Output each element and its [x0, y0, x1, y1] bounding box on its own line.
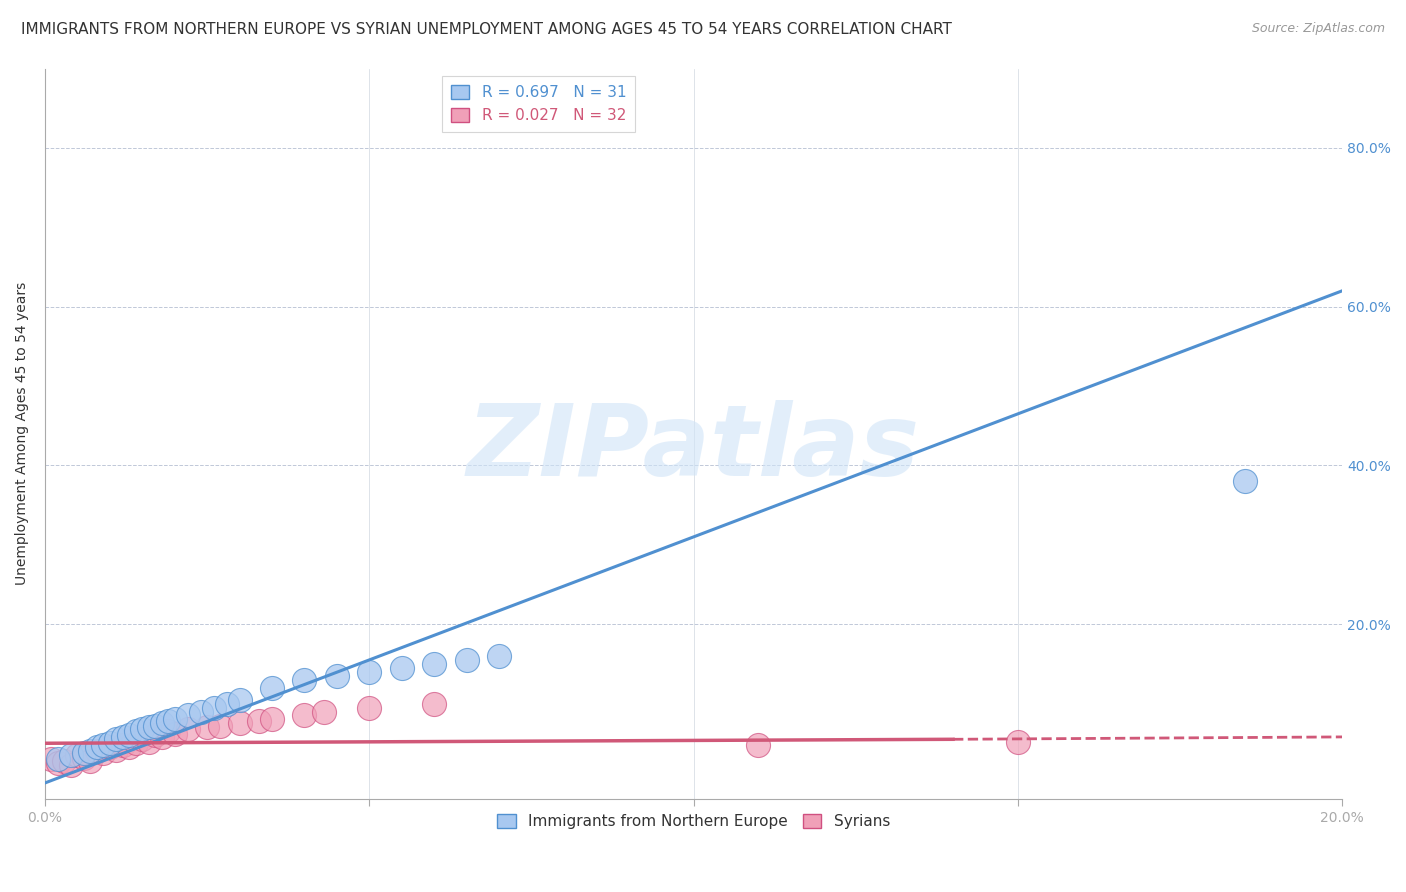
- Point: [247, 714, 270, 728]
- Point: [98, 736, 121, 750]
- Point: [93, 746, 115, 760]
- Point: [163, 713, 186, 727]
- Point: [111, 730, 134, 744]
- Legend: Immigrants from Northern Europe, Syrians: Immigrants from Northern Europe, Syrians: [491, 808, 896, 835]
- Point: [312, 705, 335, 719]
- Point: [456, 653, 478, 667]
- Point: [125, 736, 148, 750]
- Y-axis label: Unemployment Among Ages 45 to 54 years: Unemployment Among Ages 45 to 54 years: [15, 282, 30, 585]
- Point: [59, 748, 82, 763]
- Point: [294, 708, 316, 723]
- Point: [143, 728, 166, 742]
- Point: [150, 716, 173, 731]
- Point: [391, 661, 413, 675]
- Point: [73, 746, 96, 760]
- Point: [359, 700, 381, 714]
- Point: [423, 697, 446, 711]
- Point: [176, 722, 198, 736]
- Point: [41, 752, 63, 766]
- Point: [488, 648, 510, 663]
- Point: [326, 669, 349, 683]
- Point: [73, 750, 96, 764]
- Text: ZIPatlas: ZIPatlas: [467, 400, 920, 497]
- Point: [138, 720, 160, 734]
- Point: [46, 756, 69, 771]
- Point: [157, 724, 180, 739]
- Point: [215, 697, 238, 711]
- Point: [260, 681, 283, 695]
- Point: [118, 728, 141, 742]
- Point: [79, 754, 101, 768]
- Point: [86, 740, 108, 755]
- Point: [359, 665, 381, 679]
- Point: [157, 714, 180, 728]
- Point: [105, 742, 128, 756]
- Point: [294, 673, 316, 687]
- Point: [260, 713, 283, 727]
- Point: [79, 744, 101, 758]
- Text: IMMIGRANTS FROM NORTHERN EUROPE VS SYRIAN UNEMPLOYMENT AMONG AGES 45 TO 54 YEARS: IMMIGRANTS FROM NORTHERN EUROPE VS SYRIA…: [21, 22, 952, 37]
- Point: [143, 719, 166, 733]
- Point: [111, 738, 134, 752]
- Point: [176, 708, 198, 723]
- Point: [105, 732, 128, 747]
- Point: [1007, 734, 1029, 748]
- Point: [423, 657, 446, 671]
- Point: [202, 700, 225, 714]
- Point: [98, 740, 121, 755]
- Point: [131, 722, 153, 736]
- Point: [150, 730, 173, 744]
- Point: [118, 740, 141, 755]
- Text: Source: ZipAtlas.com: Source: ZipAtlas.com: [1251, 22, 1385, 36]
- Point: [190, 705, 212, 719]
- Point: [86, 744, 108, 758]
- Point: [163, 727, 186, 741]
- Point: [66, 748, 89, 763]
- Point: [53, 754, 76, 768]
- Point: [131, 732, 153, 747]
- Point: [93, 738, 115, 752]
- Point: [228, 716, 250, 731]
- Point: [1233, 475, 1256, 489]
- Point: [209, 719, 232, 733]
- Point: [125, 724, 148, 739]
- Point: [138, 734, 160, 748]
- Point: [195, 720, 218, 734]
- Point: [59, 758, 82, 772]
- Point: [46, 752, 69, 766]
- Point: [747, 738, 769, 752]
- Point: [228, 692, 250, 706]
